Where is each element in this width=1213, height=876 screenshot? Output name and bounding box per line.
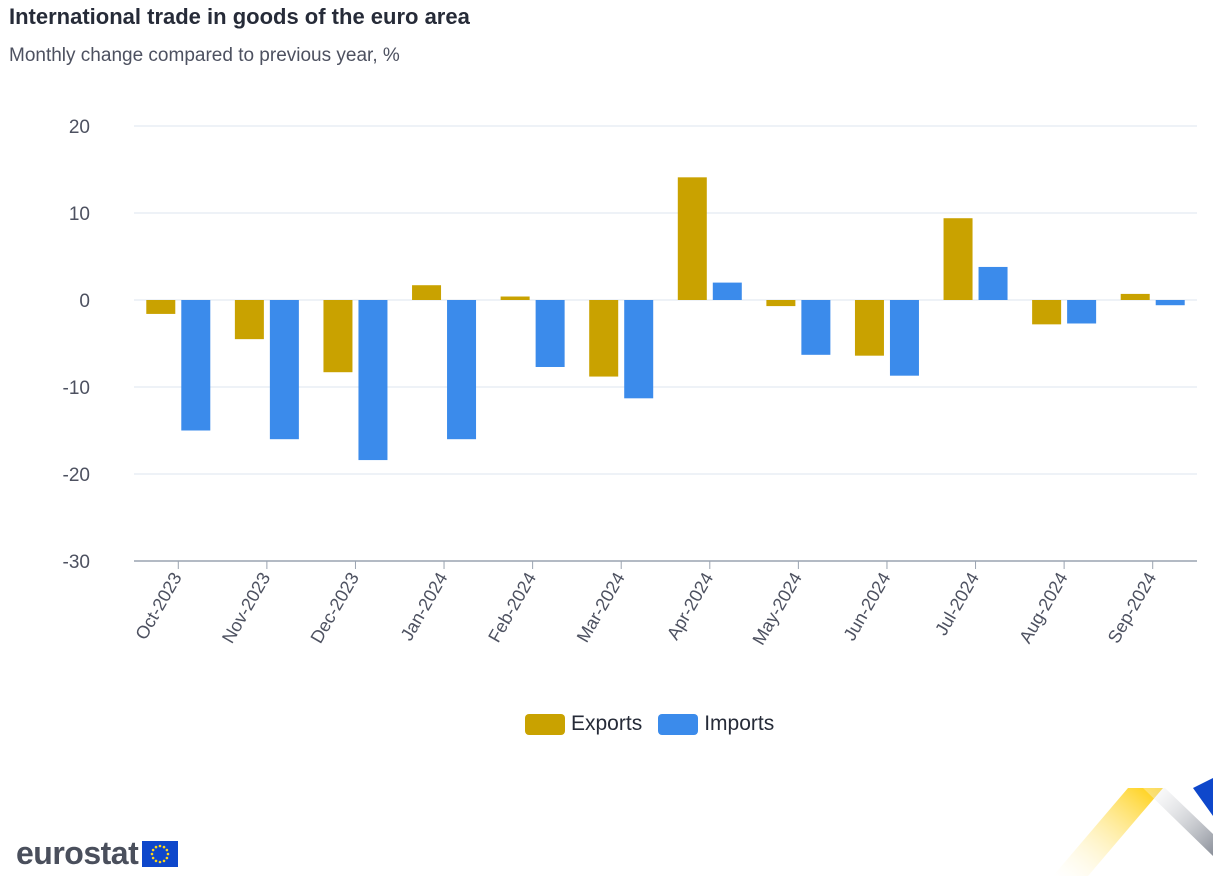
decorative-corner-shape bbox=[1053, 778, 1213, 876]
bar-exports-dec-2023[interactable] bbox=[323, 300, 353, 373]
y-axis-ticks: -30 -20 -10 0 10 20 bbox=[63, 117, 90, 573]
x-tick-label: Sep-2024 bbox=[1104, 569, 1160, 647]
bar-imports-may-2024[interactable] bbox=[801, 300, 831, 355]
legend-label-exports: Exports bbox=[571, 712, 643, 735]
bar-exports-oct-2023[interactable] bbox=[146, 300, 176, 314]
legend-item-imports[interactable]: Imports bbox=[658, 712, 774, 736]
logo-text: eurostat bbox=[16, 835, 139, 871]
chart-subtitle: Monthly change compared to previous year… bbox=[9, 45, 400, 66]
x-tick-label: Oct-2023 bbox=[131, 569, 185, 643]
y-tick-label: 20 bbox=[69, 117, 90, 138]
y-tick-label: -30 bbox=[63, 552, 90, 573]
y-tick-label: -20 bbox=[63, 465, 90, 486]
eu-flag-icon bbox=[142, 840, 179, 867]
bar-exports-jun-2024[interactable] bbox=[854, 300, 884, 356]
bar-imports-mar-2024[interactable] bbox=[624, 300, 654, 399]
bar-exports-sep-2024[interactable] bbox=[1120, 293, 1150, 300]
legend: Exports Imports bbox=[525, 712, 774, 736]
x-tick-label: Jun-2024 bbox=[840, 569, 895, 644]
y-tick-label: 10 bbox=[69, 204, 90, 225]
x-tick-label: Jul-2024 bbox=[931, 569, 983, 639]
bar-exports-apr-2024[interactable] bbox=[677, 177, 707, 300]
exports-swatch bbox=[525, 713, 565, 735]
x-axis-ticks: Oct-2023 Nov-2023 Dec-2023 Jan-2024 Feb-2024… bbox=[131, 561, 1160, 648]
x-tick-label: Nov-2023 bbox=[218, 569, 274, 647]
imports-swatch bbox=[658, 713, 699, 735]
x-tick-label: Apr-2024 bbox=[663, 569, 717, 643]
x-tick-label: Feb-2024 bbox=[484, 569, 540, 646]
chart-title: International trade in goods of the euro… bbox=[9, 4, 470, 29]
bar-exports-jul-2024[interactable] bbox=[943, 218, 973, 300]
bars bbox=[146, 177, 1185, 461]
bar-imports-sep-2024[interactable] bbox=[1155, 300, 1185, 306]
bar-imports-apr-2024[interactable] bbox=[712, 282, 742, 300]
bar-exports-aug-2024[interactable] bbox=[1032, 300, 1062, 325]
bar-exports-feb-2024[interactable] bbox=[500, 296, 530, 300]
x-tick-label: Dec-2023 bbox=[307, 569, 363, 647]
bar-imports-aug-2024[interactable] bbox=[1067, 300, 1097, 324]
y-tick-label: -10 bbox=[63, 378, 90, 399]
bar-imports-oct-2023[interactable] bbox=[181, 300, 211, 431]
bar-imports-dec-2023[interactable] bbox=[358, 300, 388, 461]
eurostat-logo[interactable]: eurostat bbox=[16, 835, 179, 872]
x-tick-label: May-2024 bbox=[748, 569, 805, 648]
y-tick-label: 0 bbox=[79, 291, 90, 312]
x-tick-label: Jan-2024 bbox=[397, 569, 452, 644]
legend-label-imports: Imports bbox=[704, 712, 775, 735]
bar-exports-nov-2023[interactable] bbox=[234, 300, 264, 340]
bar-exports-mar-2024[interactable] bbox=[589, 300, 619, 377]
bar-exports-jan-2024[interactable] bbox=[412, 285, 442, 300]
bar-imports-nov-2023[interactable] bbox=[269, 300, 299, 440]
x-tick-label: Aug-2024 bbox=[1015, 569, 1071, 647]
grid-lines bbox=[134, 125, 1197, 562]
bar-imports-feb-2024[interactable] bbox=[535, 300, 565, 367]
x-tick-label: Mar-2024 bbox=[573, 569, 629, 646]
legend-item-exports[interactable]: Exports bbox=[525, 712, 642, 736]
bar-imports-jun-2024[interactable] bbox=[889, 300, 919, 376]
bar-imports-jan-2024[interactable] bbox=[447, 300, 477, 440]
bar-exports-may-2024[interactable] bbox=[766, 300, 796, 307]
bar-imports-jul-2024[interactable] bbox=[978, 266, 1008, 300]
